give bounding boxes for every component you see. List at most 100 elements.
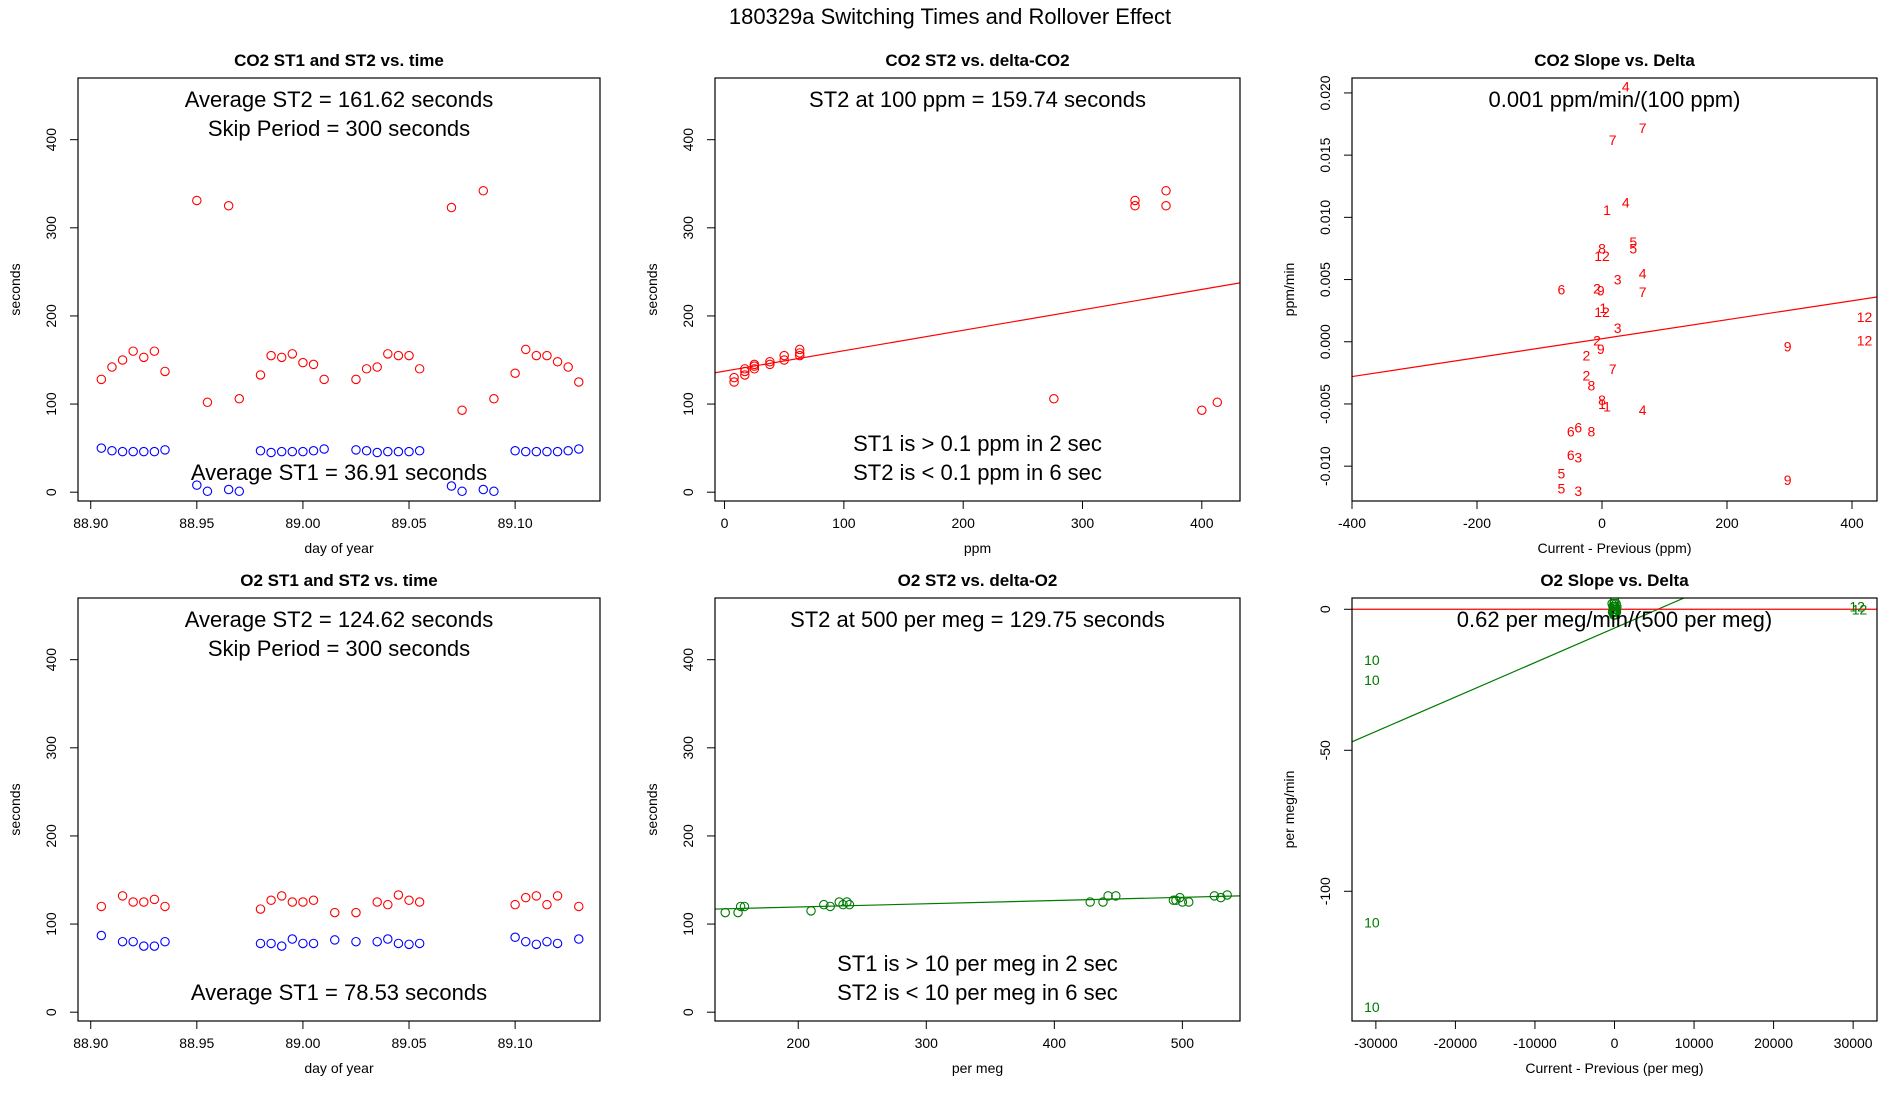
y-tick-label: 100 <box>43 912 59 936</box>
data-point-label: 3 <box>1574 483 1582 499</box>
panel-p1: CO2 ST1 and ST2 vs. time day of year secon… <box>7 51 601 556</box>
x-tick-label: -200 <box>1463 515 1491 531</box>
figure-title: 180329a Switching Times and Rollover Eff… <box>728 4 1172 29</box>
data-point <box>383 446 393 457</box>
data-point <box>414 364 425 374</box>
data-point <box>393 890 404 900</box>
data-point <box>234 486 245 497</box>
data-point-label: 8 <box>1587 377 1595 393</box>
data-point <box>255 904 266 914</box>
data-point-label: 5 <box>1557 466 1565 482</box>
fit-line <box>715 895 1240 910</box>
plot-frame <box>714 77 1241 502</box>
data-point <box>779 350 789 361</box>
data-point-label: 5 <box>1629 234 1637 250</box>
data-point <box>319 444 329 454</box>
y-tick-label: 0 <box>1317 605 1333 613</box>
data-point-label: 10 <box>1364 914 1380 930</box>
data-point <box>287 897 298 907</box>
x-tick-label: -20000 <box>1434 1035 1478 1051</box>
annotation-text: ST2 is < 0.1 ppm in 6 sec <box>853 460 1102 485</box>
data-point <box>351 374 361 385</box>
y-tick-label: 400 <box>680 648 696 672</box>
data-point-label: 6 <box>1557 282 1565 298</box>
y-tick-label: 0.005 <box>1317 262 1333 297</box>
data-point <box>1049 394 1059 404</box>
annotation-text: 0.62 per meg/min/(500 per meg) <box>1457 607 1773 632</box>
data-point <box>266 350 276 361</box>
y-tick-label: 300 <box>43 216 59 240</box>
y-tick-label: 0.015 <box>1317 137 1333 172</box>
data-point <box>276 891 287 901</box>
chart-title: O2 Slope vs. Delta <box>1540 571 1689 590</box>
data-point <box>457 486 467 497</box>
data-point <box>276 941 287 951</box>
data-point-label: 4 <box>1639 402 1647 418</box>
data-point <box>287 934 298 944</box>
annotation-text: ST1 is > 10 per meg in 2 sec <box>837 951 1118 976</box>
y-tick-label: 100 <box>680 392 696 416</box>
x-tick-label: 20000 <box>1754 1035 1793 1051</box>
x-tick-label: 88.95 <box>179 515 214 531</box>
panel-p2: CO2 ST2 vs. delta-CO2 ppm seconds 0 100 200 30… <box>644 51 1241 556</box>
x-tick-label: 89.10 <box>498 1035 533 1051</box>
data-point <box>574 934 584 944</box>
data-point <box>149 446 160 457</box>
data-point <box>574 901 584 912</box>
data-point <box>361 446 372 456</box>
y-tick-label: 200 <box>43 304 59 328</box>
chart-title: CO2 ST2 vs. delta-CO2 <box>885 51 1069 70</box>
annotation-text: 0.001 ppm/min/(100 ppm) <box>1489 87 1741 112</box>
data-point <box>1103 891 1113 901</box>
data-point <box>740 364 750 374</box>
data-point-label: 12 <box>1594 248 1610 264</box>
x-tick-label: 0 <box>1598 515 1606 531</box>
y-axis-label: per meg/min <box>1281 771 1297 849</box>
y-tick-label: 400 <box>43 648 59 672</box>
data-point-label: 8 <box>1598 240 1606 256</box>
x-tick-label: 100 <box>832 515 856 531</box>
data-point <box>765 359 775 370</box>
data-point <box>740 366 750 377</box>
data-point <box>330 907 340 918</box>
data-point <box>552 357 563 367</box>
data-point <box>117 891 128 901</box>
data-point <box>520 892 531 903</box>
x-axis-label: ppm <box>964 540 991 556</box>
data-point <box>478 484 489 495</box>
data-point <box>192 480 202 490</box>
data-point <box>765 357 775 367</box>
annotation-text: Average ST2 = 161.62 seconds <box>185 87 493 112</box>
annotation-text: ST2 at 100 ppm = 159.74 seconds <box>809 87 1146 112</box>
data-point-label: 6 <box>1567 423 1575 439</box>
data-point <box>563 362 573 372</box>
data-point-label: 12 <box>1857 309 1873 325</box>
data-point <box>1222 890 1232 900</box>
x-tick-label: 0 <box>1611 1035 1619 1051</box>
data-point-label: 10 <box>1364 999 1380 1015</box>
annotation-text: Skip Period = 300 seconds <box>208 636 470 661</box>
data-point <box>372 936 382 947</box>
data-point <box>372 362 382 372</box>
data-point <box>531 891 542 901</box>
data-point <box>393 938 404 949</box>
x-tick-label: 88.90 <box>73 515 108 531</box>
data-point-label: 7 <box>1609 361 1617 377</box>
y-tick-label: -100 <box>1317 877 1333 905</box>
y-tick-label: 200 <box>680 824 696 848</box>
y-tick-label: 300 <box>680 216 696 240</box>
data-point <box>361 364 372 374</box>
data-point-label: 12 <box>1594 304 1610 320</box>
x-tick-label: 89.00 <box>285 515 320 531</box>
data-point <box>489 394 499 404</box>
data-point <box>266 895 276 906</box>
data-point <box>1085 897 1095 907</box>
data-point <box>414 897 425 907</box>
data-point <box>1177 897 1188 907</box>
data-point-label: 9 <box>1597 283 1605 299</box>
fit-line <box>1352 598 1686 743</box>
panel-p5: O2 ST2 vs. delta-O2 per meg seconds 200 300 4… <box>644 571 1241 1076</box>
data-point-label: 12 <box>1849 598 1865 614</box>
data-point <box>128 446 138 457</box>
data-point <box>149 941 160 951</box>
